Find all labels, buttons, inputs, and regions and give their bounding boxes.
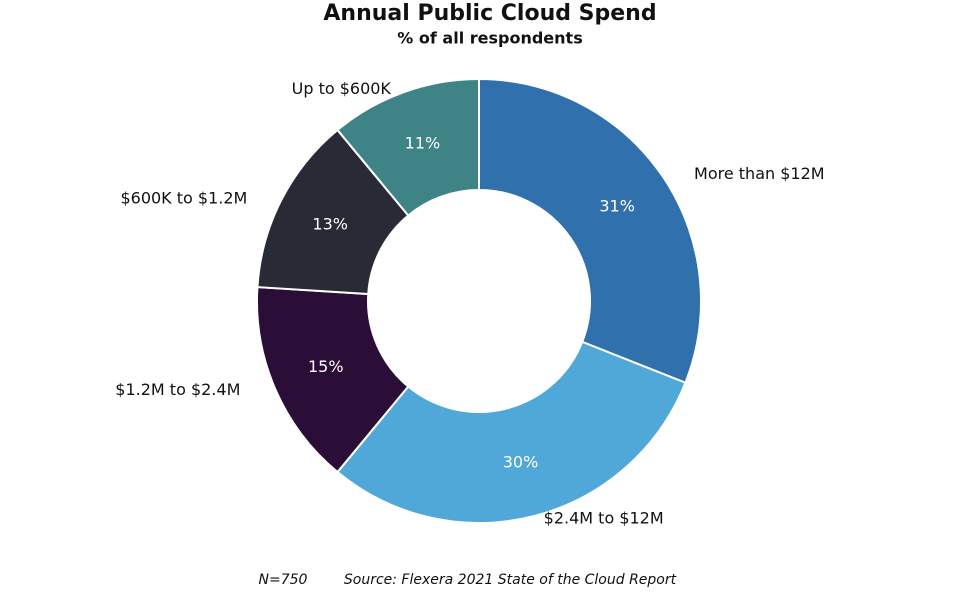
value-label: 13%: [312, 215, 348, 234]
value-label: 11%: [405, 133, 441, 152]
source-note: Source: Flexera 2021 State of the Cloud …: [344, 572, 677, 588]
donut-slice: [478, 77, 702, 385]
donut-slice: [336, 77, 480, 217]
category-label: $2.4M to $12M: [544, 508, 664, 527]
value-label: 30%: [503, 452, 539, 471]
value-label: 31%: [599, 197, 635, 216]
category-label: $1.2M to $2.4M: [115, 380, 240, 399]
sample-note: N=750: [259, 572, 308, 588]
category-label: $600K to $1.2M: [120, 188, 247, 207]
donut-slice: [256, 286, 410, 474]
chart-title: Annual Public Cloud Spend: [323, 1, 656, 26]
donut-slice: [336, 340, 687, 524]
category-label: More than $12M: [694, 164, 825, 183]
value-label: 15%: [308, 357, 344, 376]
category-label: Up to $600K: [292, 79, 392, 98]
chart-subtitle: % of all respondents: [397, 29, 582, 48]
